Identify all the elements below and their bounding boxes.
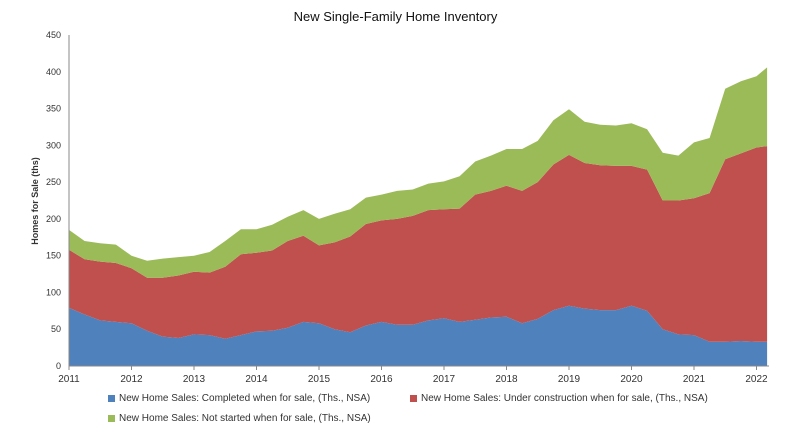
y-tick-label: 250 [46,177,61,187]
y-tick-label: 300 [46,140,61,150]
y-tick-label: 400 [46,67,61,77]
y-tick-label: 50 [51,324,61,334]
legend-label-completed: New Home Sales: Completed when for sale,… [119,393,371,404]
x-tick-label: 2012 [120,374,143,385]
x-tick-label: 2022 [745,374,768,385]
area-series-completed [69,305,768,366]
y-tick-label: 350 [46,104,61,114]
area-series-under-construction [69,146,768,342]
x-tick-label: 2019 [558,374,581,385]
x-tick-label: 2015 [308,374,331,385]
y-tick-label: 450 [46,30,61,40]
x-tick-label: 2014 [245,374,268,385]
legend-swatch-completed [108,395,115,402]
x-tick-label: 2018 [495,374,518,385]
legend-swatch-under-construction [410,395,417,402]
x-tick-label: 2013 [183,374,206,385]
legend-item-completed: New Home Sales: Completed when for sale,… [108,393,370,404]
x-tick-label: 2017 [433,374,456,385]
legend-label-under-construction: New Home Sales: Under construction when … [421,393,708,404]
y-tick-label: 0 [56,361,61,371]
x-tick-label: 2016 [370,374,393,385]
y-tick-label: 200 [46,214,61,224]
x-tick-label: 2020 [620,374,643,385]
y-tick-label: 100 [46,287,61,297]
x-tick-label: 2011 [58,374,80,385]
y-tick-label: 150 [46,251,61,261]
x-tick-label: 2021 [683,374,706,385]
legend-item-not-started: New Home Sales: Not started when for sal… [108,413,371,424]
legend-label-not-started: New Home Sales: Not started when for sal… [119,413,371,424]
chart-title: New Single-Family Home Inventory [293,9,498,24]
legend-swatch-not-started [108,415,115,422]
legend-item-under-construction: New Home Sales: Under construction when … [410,393,708,404]
